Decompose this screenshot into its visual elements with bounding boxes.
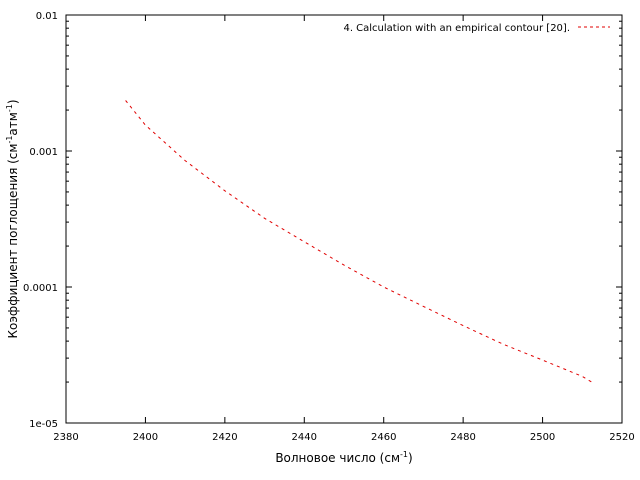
x-axis-label: Волновое число (см-1) [275,450,412,465]
x-tick-label: 2500 [530,432,555,443]
y-tick-label: 0.01 [36,11,58,22]
legend-entry-label: 4. Calculation with an empirical contour… [343,23,570,34]
y-axis-label-text: ) [6,99,20,104]
series-line-0 [125,100,595,385]
y-axis-label-superscript: -1 [5,136,14,144]
legend: 4. Calculation with an empirical contour… [343,23,610,34]
y-axis-label-superscript: -1 [5,104,14,112]
y-tick-label: 0.001 [29,147,58,158]
y-axis-ticks: 1e-05 0.0001 0.001 0.01 [23,11,622,430]
x-axis-label-superscript: -1 [400,450,408,459]
x-axis-label-text: Волновое число (см [275,451,400,465]
x-tick-label: 2520 [609,432,634,443]
series-layer [125,100,595,385]
y-axis-label-text: атм [6,112,20,135]
plot-frame [65,14,623,424]
x-tick-label: 2400 [133,432,158,443]
x-tick-label: 2460 [371,432,396,443]
y-tick-label: 1e-05 [29,419,58,430]
x-axis-label-end: ) [408,451,413,465]
x-tick-label: 2420 [212,432,237,443]
y-tick-label: 0.0001 [23,283,58,294]
x-axis-ticks: 2380 2400 2420 2440 2460 2480 2500 2520 [53,15,635,443]
y-axis-label-text: Коэффициент поглощения (см [6,144,20,339]
y-axis-label: Коэффициент поглощения (см-1атм-1) [5,99,20,338]
x-tick-label: 2440 [292,432,317,443]
x-tick-label: 2480 [450,432,475,443]
x-tick-label: 2380 [53,432,78,443]
